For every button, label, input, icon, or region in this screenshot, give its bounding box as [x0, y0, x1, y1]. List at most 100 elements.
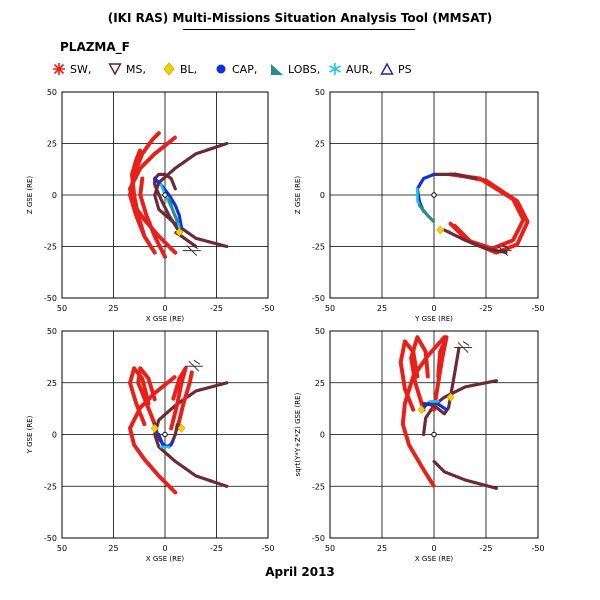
x-tick-label: 0: [162, 544, 167, 553]
orbit-lobs-curve: [167, 197, 179, 224]
title-underline: [183, 29, 415, 30]
triangle-down-icon: [108, 63, 122, 76]
legend-label-cap: CAP,: [232, 62, 258, 76]
y-tick-label: 0: [52, 191, 57, 200]
orbit-cap-curve: [153, 176, 184, 230]
mission-name: PLAZMA_F: [60, 40, 130, 54]
legend-label-sw: SW,: [70, 62, 92, 76]
earth-origin-marker: [162, 192, 168, 198]
x-tick-label: -50: [531, 304, 544, 313]
x-axis-label: X GSE (RE): [146, 315, 185, 323]
x-tick-label: 50: [325, 544, 335, 553]
orbit-lobs-curve: [417, 203, 436, 224]
legend-item-sw: SW,: [52, 61, 91, 77]
star-icon: [53, 63, 65, 75]
y-tick-label: -50: [312, 294, 325, 303]
orbit-sw-curve: [138, 176, 167, 259]
magnetopause-boundary-curve: [153, 381, 229, 488]
bl-marker: [446, 392, 455, 402]
x-tick-label: -25: [210, 304, 223, 313]
y-tick-label: 50: [47, 327, 57, 336]
orbit-sw-curve: [128, 366, 151, 427]
x-tick-label: 25: [108, 304, 118, 313]
x-tick-label: 50: [57, 544, 67, 553]
y-tick-label: -25: [44, 243, 57, 252]
legend-item-lobs: LOBS,: [270, 61, 320, 77]
y-tick-label: 50: [315, 327, 325, 336]
legend-item-aur: AUR,: [328, 61, 373, 77]
x-axis-label: X GSE (RE): [415, 555, 454, 563]
orbit-ms-curve: [432, 459, 498, 490]
bl-marker: [150, 423, 159, 433]
x-axis-label: X GSE (RE): [146, 555, 185, 563]
y-axis-label: Y GSE (RE): [26, 415, 34, 454]
right-triangle-icon: [271, 64, 283, 75]
y-tick-label: 50: [47, 88, 57, 97]
diamond-icon: [163, 62, 175, 76]
y-tick-label: 25: [47, 140, 57, 149]
x-tick-label: -50: [261, 544, 274, 553]
orbit-sw-curve: [175, 370, 194, 431]
y-axis-label: sqrt(Y*Y+Z*Z) GSE (RE): [294, 392, 302, 476]
y-tick-label: 0: [320, 431, 325, 440]
x-tick-label: -50: [531, 544, 544, 553]
y-tick-label: -25: [312, 243, 325, 252]
y-tick-label: 0: [52, 431, 57, 440]
y-tick-label: 25: [315, 379, 325, 388]
legend-label-ms: MS,: [126, 62, 146, 76]
y-tick-label: 25: [47, 379, 57, 388]
bl-marker: [417, 405, 426, 415]
x-tick-label: -25: [210, 544, 223, 553]
x-tick-label: -25: [479, 544, 492, 553]
y-tick-label: -25: [44, 482, 57, 491]
asterisk-icon: [329, 63, 341, 75]
x-tick-label: -50: [261, 304, 274, 313]
date-footer: April 2013: [265, 565, 335, 579]
legend-item-ms: MS,: [108, 61, 146, 77]
dot-icon: [216, 64, 226, 74]
legend-label-bl: BL,: [180, 62, 198, 76]
x-axis-label: Y GSE (RE): [414, 315, 453, 323]
x-tick-label: 50: [57, 304, 67, 313]
y-axis-label: Z GSE (RE): [294, 176, 302, 215]
page-title: (IKI RAS) Multi-Missions Situation Analy…: [107, 11, 493, 25]
y-tick-label: -50: [44, 534, 57, 543]
legend-label-ps: PS: [398, 62, 412, 76]
legend-label-aur: AUR,: [346, 62, 373, 76]
x-tick-label: 25: [108, 544, 118, 553]
orbit-sw-curve: [136, 366, 157, 427]
y-tick-label: -50: [312, 534, 325, 543]
current-position-marker: [493, 244, 512, 256]
x-tick-label: 0: [431, 304, 436, 313]
orbit-sw-curve: [398, 339, 420, 412]
x-tick-label: 0: [431, 544, 436, 553]
magnetopause-boundary-curve: [153, 141, 229, 249]
legend-item-cap: CAP,: [214, 61, 257, 77]
y-tick-label: 50: [315, 88, 325, 97]
current-position-marker: [184, 359, 203, 372]
orbit-ms-curve: [432, 172, 478, 181]
bl-marker: [436, 225, 445, 235]
y-axis-label: Z GSE (RE): [26, 176, 34, 215]
earth-origin-marker: [431, 431, 437, 438]
x-tick-label: 50: [325, 304, 335, 313]
y-tick-label: 25: [315, 140, 325, 149]
legend-item-ps: PS: [380, 61, 412, 77]
y-tick-label: -50: [44, 294, 57, 303]
current-position-marker: [454, 341, 473, 353]
triangle-up-icon: [380, 62, 394, 75]
x-tick-label: -25: [479, 304, 492, 313]
y-tick-label: -25: [312, 482, 325, 491]
x-tick-label: 25: [377, 304, 387, 313]
orbit-sw-curve: [432, 335, 449, 412]
orbit-sw-curve: [169, 366, 188, 431]
legend-label-lobs: LOBS,: [288, 62, 321, 76]
x-tick-label: 0: [162, 304, 167, 313]
bl-marker: [175, 227, 184, 237]
bl-marker: [177, 423, 186, 433]
legend-item-bl: BL,: [162, 61, 197, 77]
earth-origin-marker: [162, 431, 168, 438]
x-tick-label: 25: [377, 544, 387, 553]
orbit-sw-curve: [128, 131, 161, 255]
